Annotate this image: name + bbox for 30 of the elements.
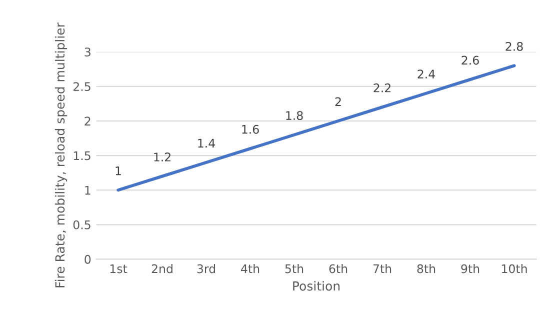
- x-tick-label: 1st: [110, 264, 128, 274]
- y-tick-label: 1.5: [74, 151, 90, 160]
- x-tick-label: 8th: [417, 264, 436, 274]
- x-tick-label: 2nd: [152, 264, 172, 274]
- x-axis-title: Position: [293, 281, 340, 291]
- x-tick-label: 5th: [285, 264, 304, 274]
- y-tick-label: 0.5: [73, 220, 90, 230]
- y-tick-label: 1: [85, 186, 90, 195]
- data-label: 1.6: [242, 124, 259, 134]
- data-label: 2.6: [462, 56, 479, 65]
- y-tick-label: 0: [84, 254, 91, 264]
- data-label: 1.2: [154, 152, 170, 162]
- x-tick-label: 3rd: [197, 264, 216, 274]
- x-tick-label: 7th: [373, 264, 392, 274]
- data-label: 1.4: [198, 138, 215, 148]
- data-label: 2: [335, 97, 341, 106]
- y-tick-label: 2: [84, 116, 90, 126]
- x-tick-label: 4th: [241, 264, 260, 274]
- x-tick-label: 6th: [329, 264, 348, 274]
- data-label: 2.4: [418, 70, 435, 78]
- y-axis-title: Fire Rate, mobility, reload speed multiplier: [54, 22, 68, 288]
- data-label: 1: [116, 166, 121, 176]
- y-tick-label: 2.5: [73, 82, 90, 92]
- data-label: 2.8: [506, 42, 523, 51]
- x-tick-label: 9th: [461, 264, 480, 274]
- x-tick-label: 10th: [502, 264, 527, 274]
- data-label: 2.2: [374, 83, 390, 92]
- data-label: 1.8: [286, 111, 303, 120]
- line-series: [116, 64, 516, 192]
- y-tick-label: 3: [84, 48, 90, 56]
